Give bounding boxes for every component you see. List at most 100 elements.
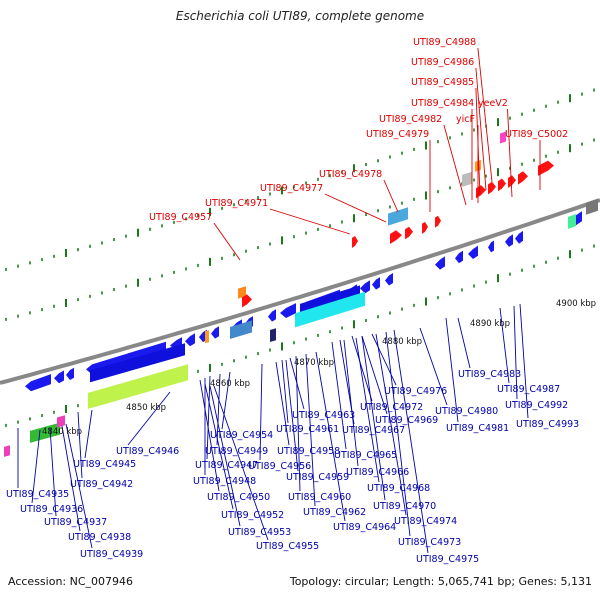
reverse-gene-label: UTI89_C4980	[435, 406, 498, 417]
reverse-leader-line	[513, 305, 518, 400]
forward-gene-label: UTI89_C4971	[205, 198, 268, 209]
reverse-gene-arrow	[385, 273, 393, 286]
gene-gray	[462, 171, 472, 187]
gene-magenta	[500, 131, 506, 144]
reverse-gene-arrow	[66, 367, 74, 380]
reverse-gene-arrow	[268, 309, 276, 322]
forward-gene-label: UTI89_C4977	[260, 183, 323, 194]
forward-gene-label: UTI89_C4978	[319, 169, 382, 180]
reverse-leader-line	[295, 355, 301, 492]
scale-label: 4860 kbp	[210, 379, 250, 389]
forward-gene-label: UTI89_C4984	[411, 98, 474, 109]
forward-gene-arrow	[498, 178, 506, 192]
reverse-gene-arrow	[505, 234, 513, 247]
reverse-leader-line	[127, 391, 171, 446]
reverse-leader-line	[375, 333, 407, 516]
reverse-leader-line	[213, 385, 269, 541]
reverse-gene-arrow	[488, 240, 494, 253]
reverse-gene-label: UTI89_C4981	[446, 423, 509, 434]
reverse-gene-label: UTI89_C4992	[505, 400, 568, 411]
reverse-gene-label: UTI89_C4958	[277, 446, 340, 457]
scale-label: 4840 kbp	[42, 427, 82, 437]
reverse-gene-arrow	[515, 230, 523, 244]
scale-label: 4870 kbp	[294, 358, 334, 368]
forward-gene-arrow	[405, 226, 413, 240]
forward-gene-arrow	[488, 181, 496, 195]
forward-leader-line	[383, 179, 399, 213]
forward-gene-arrow	[508, 175, 516, 188]
reverse-gene-label: UTI89_C4959	[286, 472, 349, 483]
reverse-gene-label: UTI89_C4937	[44, 517, 107, 528]
backbone-line	[0, 198, 600, 385]
gene-green	[30, 422, 60, 443]
scale-label: 4890 kbp	[470, 319, 510, 329]
scale-label: 4900 kbp	[556, 299, 596, 309]
reverse-leader-line	[204, 383, 234, 510]
reverse-gene-label: UTI89_C4938	[68, 532, 131, 543]
reverse-gene-arrow	[280, 303, 296, 318]
reverse-leader-line	[343, 339, 359, 467]
reverse-leader-line	[221, 371, 231, 430]
forward-leader-line	[324, 193, 387, 223]
reverse-gene-arrow	[211, 326, 219, 339]
forward-gene-label: UTI89_C4988	[413, 37, 476, 48]
reverse-leader-line	[361, 335, 386, 501]
reverse-gene-label: UTI89_C4948	[193, 476, 256, 487]
reverse-gene-arrow	[435, 256, 445, 270]
forward-gene-arrow	[538, 160, 554, 176]
reverse-gene-label: UTI89_C4961	[276, 424, 339, 435]
forward-leader-line	[477, 47, 493, 183]
gene-orange	[238, 286, 246, 299]
forward-gene-arrow	[242, 294, 252, 308]
forward-gene-label: UTI89_C5002	[505, 129, 568, 140]
reverse-gene-arrow	[185, 333, 195, 347]
reverse-gene-label: UTI89_C4969	[375, 415, 438, 426]
scale-label: 4850 kbp	[126, 403, 166, 413]
reverse-gene-label: UTI89_C4950	[207, 492, 270, 503]
forward-gene-label: UTI89_C4985	[411, 77, 474, 88]
reverse-leader-line	[216, 373, 221, 446]
reverse-leader-line	[457, 317, 471, 369]
forward-leader-line	[443, 124, 467, 206]
reverse-leader-line	[49, 427, 57, 517]
reverse-gene-label: UTI89_C4975	[416, 554, 479, 565]
reverse-gene-label: UTI89_C4993	[516, 419, 579, 430]
reverse-gene-block	[90, 343, 185, 383]
tick-marks	[5, 88, 595, 427]
reverse-gene-arrow	[455, 250, 463, 264]
gene-magenta	[4, 445, 10, 457]
forward-gene-arrow	[390, 230, 402, 244]
reverse-leader-line	[351, 335, 373, 402]
reverse-leader-line	[393, 329, 429, 554]
reverse-gene-label: UTI89_C4960	[288, 492, 351, 503]
forward-gene-label: UTI89_C4982	[379, 114, 442, 125]
forward-leader-line	[507, 108, 513, 198]
reverse-leader-line	[305, 353, 316, 507]
reverse-gene-label: UTI89_C4946	[116, 446, 179, 457]
reverse-gene-arrow	[360, 280, 370, 294]
reverse-leader-line	[281, 359, 289, 424]
reverse-leader-line	[519, 303, 529, 419]
reverse-leader-line	[275, 361, 290, 446]
reverse-gene-label: UTI89_C4953	[228, 527, 291, 538]
reverse-gene-label: UTI89_C4963	[292, 410, 355, 421]
reverse-gene-arrow	[372, 277, 380, 290]
forward-gene-arrow	[518, 171, 528, 185]
gene-yellowgreen	[88, 364, 188, 409]
reverse-gene-label: UTI89_C4956	[248, 461, 311, 472]
reverse-leader-line	[31, 429, 41, 504]
forward-gene-label: UTI89_C4979	[366, 129, 429, 140]
reverse-gene-label: UTI89_C4974	[394, 516, 457, 527]
reverse-leader-line	[371, 333, 397, 386]
genome-backbone	[0, 198, 600, 385]
gene-gray	[586, 198, 598, 215]
reverse-gene-label: UTI89_C4973	[398, 537, 461, 548]
gene-lightgreen	[568, 214, 576, 229]
reverse-leader-line	[361, 335, 388, 415]
reverse-gene-arrow	[54, 370, 64, 384]
reverse-leader-line	[499, 307, 510, 384]
gene-magenta	[57, 415, 65, 428]
reverse-leader-line	[285, 359, 299, 472]
reverse-leader-line	[206, 375, 211, 460]
reverse-gene-arrow	[468, 245, 478, 259]
